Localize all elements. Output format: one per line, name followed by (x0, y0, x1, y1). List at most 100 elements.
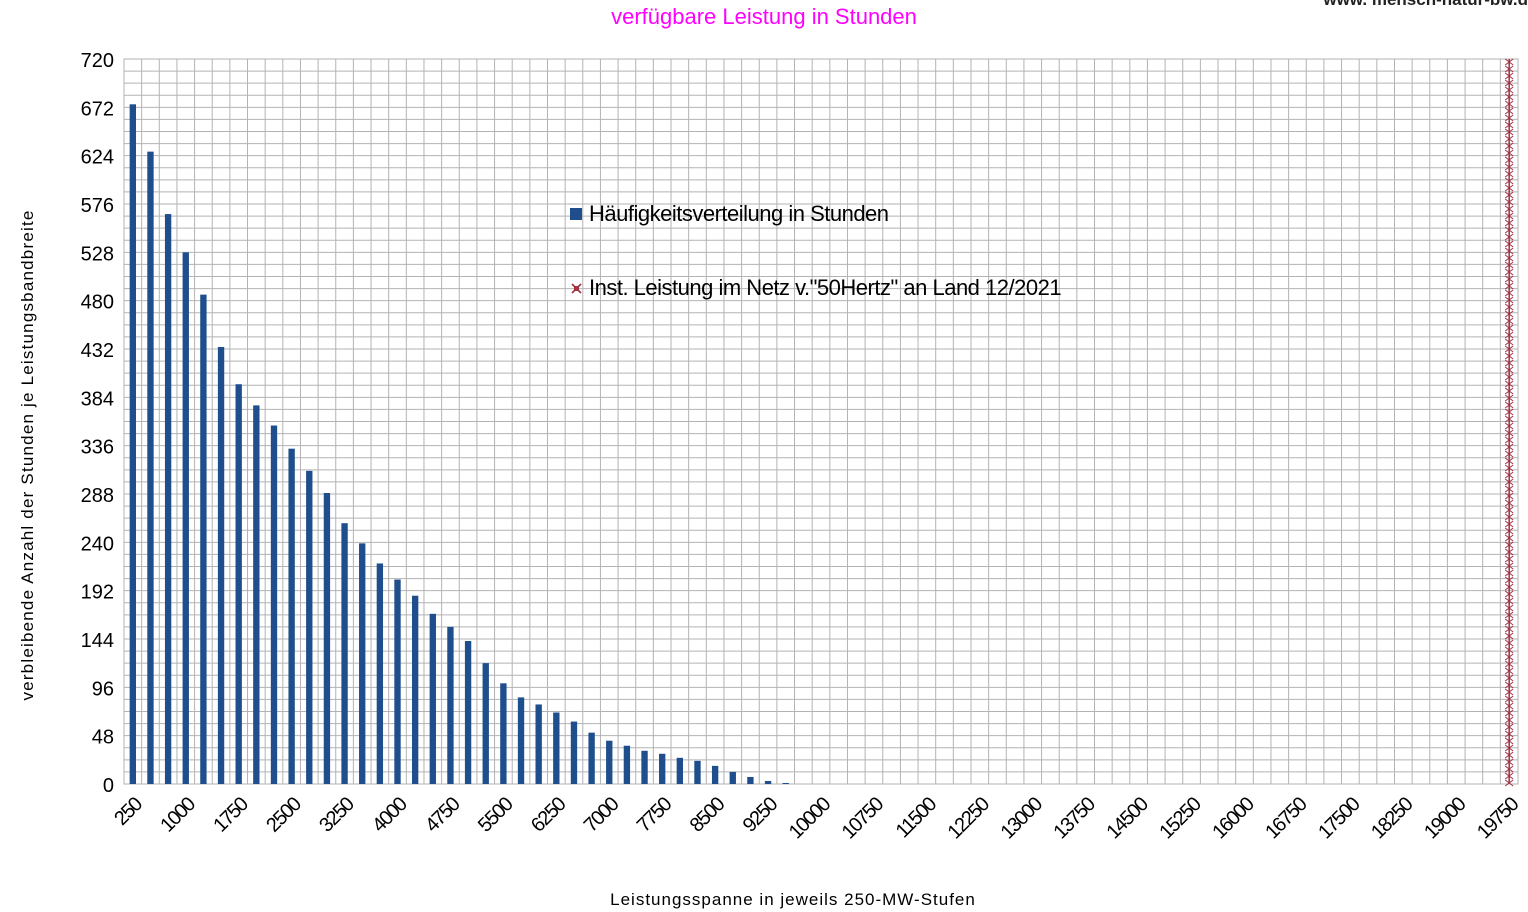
x-tick-label: 15250 (1155, 793, 1206, 844)
y-axis-label: verbleibende Anzahl der Stunden je Leist… (18, 209, 37, 701)
cross-marker (1504, 520, 1514, 528)
cross-marker (1504, 114, 1514, 122)
cross-marker (1504, 345, 1514, 353)
bar (570, 721, 578, 784)
bar (659, 753, 666, 784)
bar (535, 704, 542, 784)
bar (306, 470, 313, 784)
cross-marker (1504, 513, 1514, 521)
cross-marker (1504, 709, 1514, 717)
bar (411, 595, 419, 784)
cross-marker (1504, 142, 1514, 150)
cross-marker (1504, 765, 1514, 773)
cross-marker (1504, 296, 1514, 304)
cross-marker (1504, 681, 1514, 689)
cross-marker (1504, 527, 1514, 535)
y-tick-label: 336 (81, 437, 114, 459)
bar-swatch-icon (570, 208, 582, 220)
cross-marker (1504, 198, 1514, 206)
x-tick-label: 18250 (1367, 793, 1418, 844)
x-tick-label: 7000 (580, 793, 624, 837)
cross-marker (1504, 282, 1514, 290)
y-tick-label: 48 (92, 727, 114, 749)
cross-marker (1504, 555, 1514, 563)
bar (270, 425, 278, 784)
x-tick-label: 4750 (421, 793, 465, 837)
cross-marker (1504, 219, 1514, 227)
bar (764, 780, 772, 784)
cross-marker (1504, 506, 1514, 514)
y-tick-label: 672 (81, 98, 114, 120)
cross-marker (1504, 58, 1514, 66)
x-tick-label: 12250 (944, 793, 995, 844)
x-tick-label: 13000 (997, 793, 1048, 844)
cross-marker (1504, 604, 1514, 612)
cross-marker (1504, 751, 1514, 759)
cross-marker (1504, 569, 1514, 577)
cross-marker (1504, 688, 1514, 696)
x-tick-label: 16000 (1208, 793, 1259, 844)
cross-marker (1504, 135, 1514, 143)
cross-marker (1504, 184, 1514, 192)
cross-marker (1504, 240, 1514, 248)
cross-marker (1504, 324, 1514, 332)
cross-marker (1504, 429, 1514, 437)
cross-marker (1504, 443, 1514, 451)
cross-marker (1504, 289, 1514, 297)
legend: Häufigkeitsverteilung in Stunden Inst. L… (570, 200, 1062, 302)
cross-marker (1504, 338, 1514, 346)
bar (517, 697, 525, 784)
cross-marker (1504, 100, 1514, 108)
cross-marker (1504, 366, 1514, 374)
cross-marker (1504, 415, 1514, 423)
x-tick-label: 14500 (1102, 793, 1153, 844)
cross-marker (1504, 534, 1514, 542)
cross-marker (1504, 247, 1514, 255)
bar (711, 765, 719, 784)
bar (464, 641, 472, 784)
bar (782, 782, 789, 784)
bar (359, 543, 366, 784)
cross-marker (1504, 149, 1514, 157)
cross-marker (1504, 86, 1514, 94)
bar (323, 492, 331, 784)
cross-marker-icon (571, 282, 582, 294)
cross-marker (1504, 779, 1514, 787)
watermark-url: www. mensch-natur-bw.d (1323, 0, 1528, 10)
bar (129, 104, 136, 784)
x-tick-label: 7750 (633, 793, 677, 837)
y-tick-label: 528 (81, 243, 114, 265)
bar (200, 294, 207, 784)
x-tick-label: 8500 (686, 793, 730, 837)
legend-item-frequency: Häufigkeitsverteilung in Stunden (570, 200, 1061, 228)
cross-marker (1504, 702, 1514, 710)
cross-marker (1504, 639, 1514, 647)
cross-marker (1504, 485, 1514, 493)
cross-marker (1504, 268, 1514, 276)
cross-marker (1504, 394, 1514, 402)
cross-marker (1504, 387, 1514, 395)
bar (482, 663, 489, 784)
x-tick-label: 9250 (739, 793, 783, 837)
cross-marker (1504, 625, 1514, 633)
cross-marker (1504, 660, 1514, 668)
cross-marker (1504, 744, 1514, 752)
cross-marker (1504, 646, 1514, 654)
cross-marker (1504, 163, 1514, 171)
cross-marker (1504, 674, 1514, 682)
cross-marker (1504, 499, 1514, 507)
cross-marker (1504, 408, 1514, 416)
bar (217, 346, 225, 784)
cross-marker (1504, 156, 1514, 164)
legend-label-installed: Inst. Leistung im Netz v."50Hertz" an La… (589, 275, 1062, 300)
x-tick-label: 250 (110, 793, 147, 830)
x-tick-label: 1000 (156, 793, 200, 837)
cross-marker (1504, 597, 1514, 605)
cross-marker (1504, 72, 1514, 80)
y-tick-label: 576 (81, 195, 114, 217)
bar (147, 151, 154, 784)
bar (164, 214, 172, 784)
cross-marker (1504, 450, 1514, 458)
cross-marker (1504, 373, 1514, 381)
